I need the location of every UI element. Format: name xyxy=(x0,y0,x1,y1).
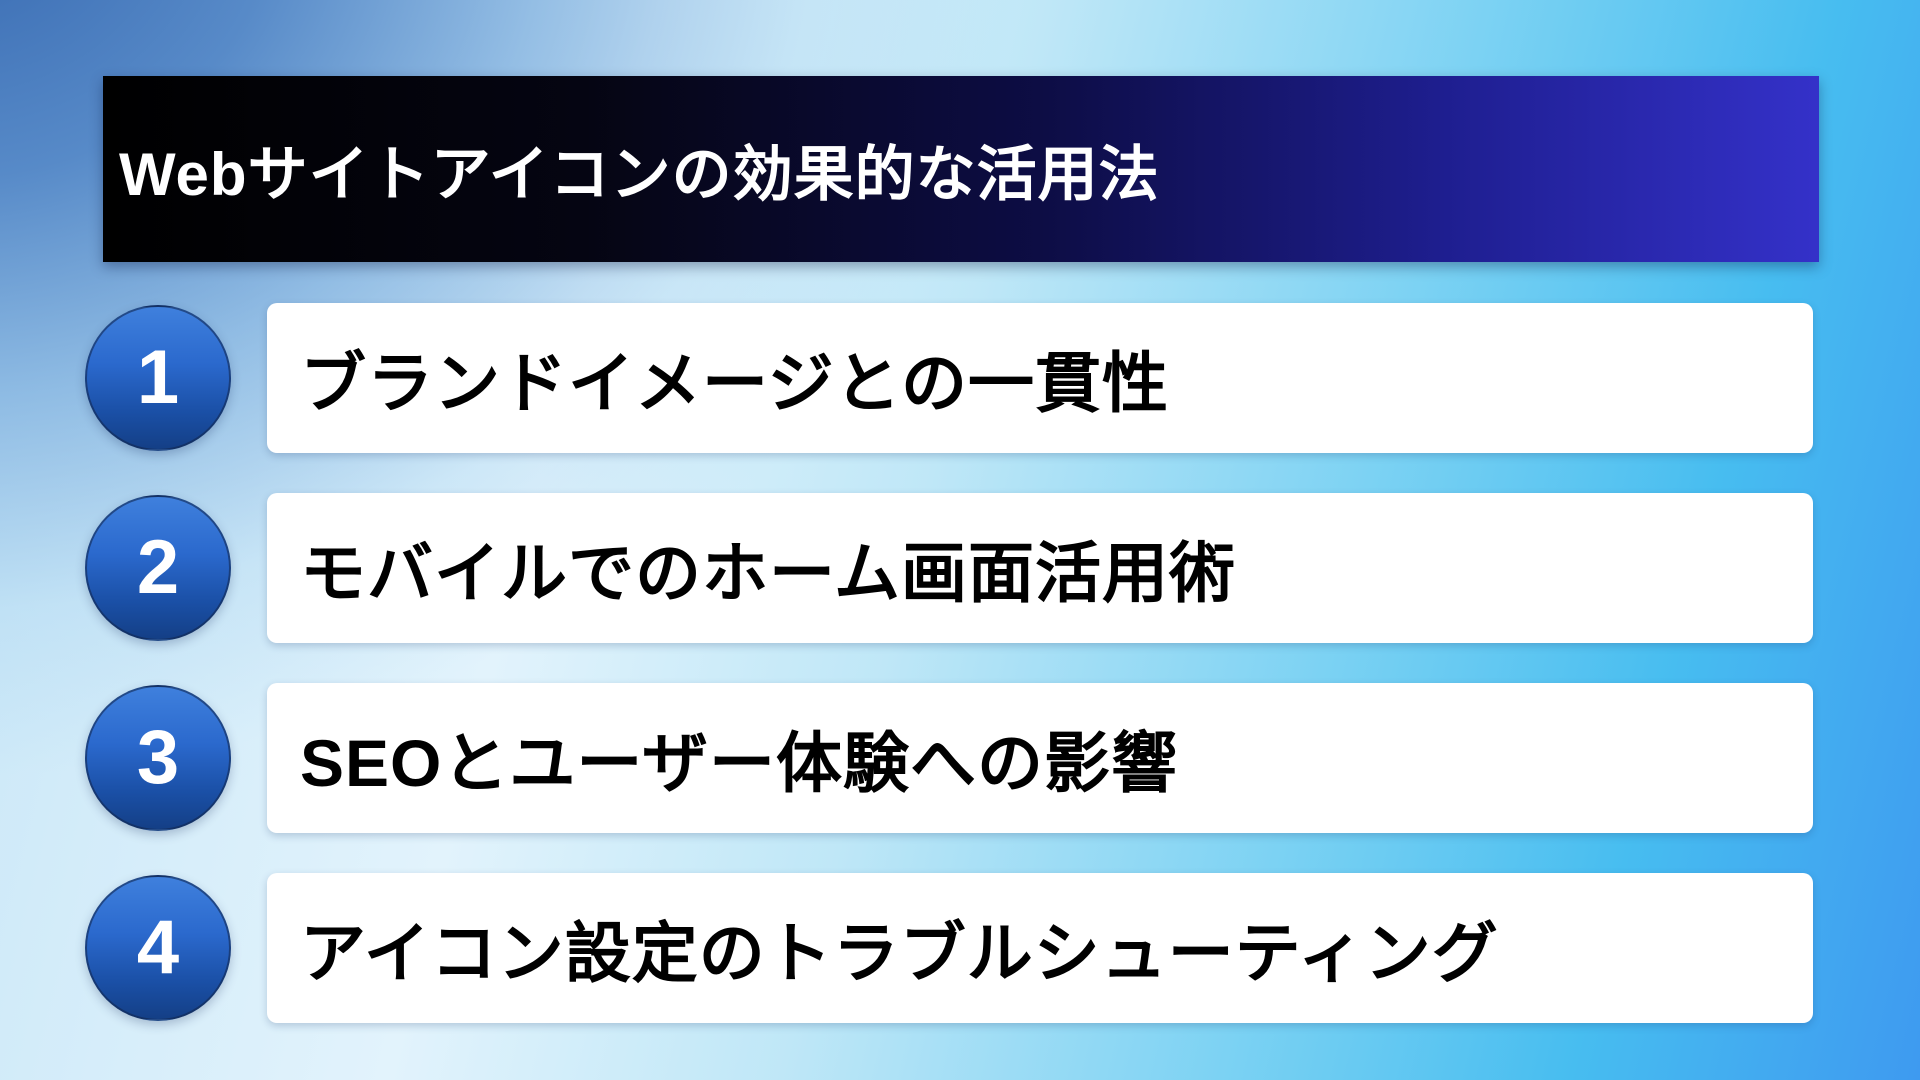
item-number: 2 xyxy=(136,525,180,610)
item-label: ブランドイメージとの一貫性 xyxy=(300,346,1170,420)
item-number: 1 xyxy=(136,335,180,420)
list-item: 1 ブランドイメージとの一貫性 xyxy=(0,303,1920,453)
item-number: 4 xyxy=(136,905,180,990)
list-item: 3 SEOとユーザー体験への影響 xyxy=(0,683,1920,833)
item-number-badge: 1 xyxy=(85,305,231,451)
list-item: 2 モバイルでのホーム画面活用術 xyxy=(0,493,1920,643)
item-card: アイコン設定のトラブルシューティング xyxy=(267,873,1813,1023)
item-number-badge: 4 xyxy=(85,875,231,1021)
item-label: SEOとユーザー体験への影響 xyxy=(300,726,1179,800)
item-number-badge: 2 xyxy=(85,495,231,641)
item-label: アイコン設定のトラブルシューティング xyxy=(300,916,1499,990)
title-banner: Webサイトアイコンの効果的な活用法 xyxy=(103,76,1819,262)
item-card: モバイルでのホーム画面活用術 xyxy=(267,493,1813,643)
page-title: Webサイトアイコンの効果的な活用法 xyxy=(119,140,1160,208)
item-number-badge: 3 xyxy=(85,685,231,831)
item-label: モバイルでのホーム画面活用術 xyxy=(300,536,1237,610)
item-card: ブランドイメージとの一貫性 xyxy=(267,303,1813,453)
list-item: 4 アイコン設定のトラブルシューティング xyxy=(0,873,1920,1023)
item-number: 3 xyxy=(136,715,180,800)
item-card: SEOとユーザー体験への影響 xyxy=(267,683,1813,833)
